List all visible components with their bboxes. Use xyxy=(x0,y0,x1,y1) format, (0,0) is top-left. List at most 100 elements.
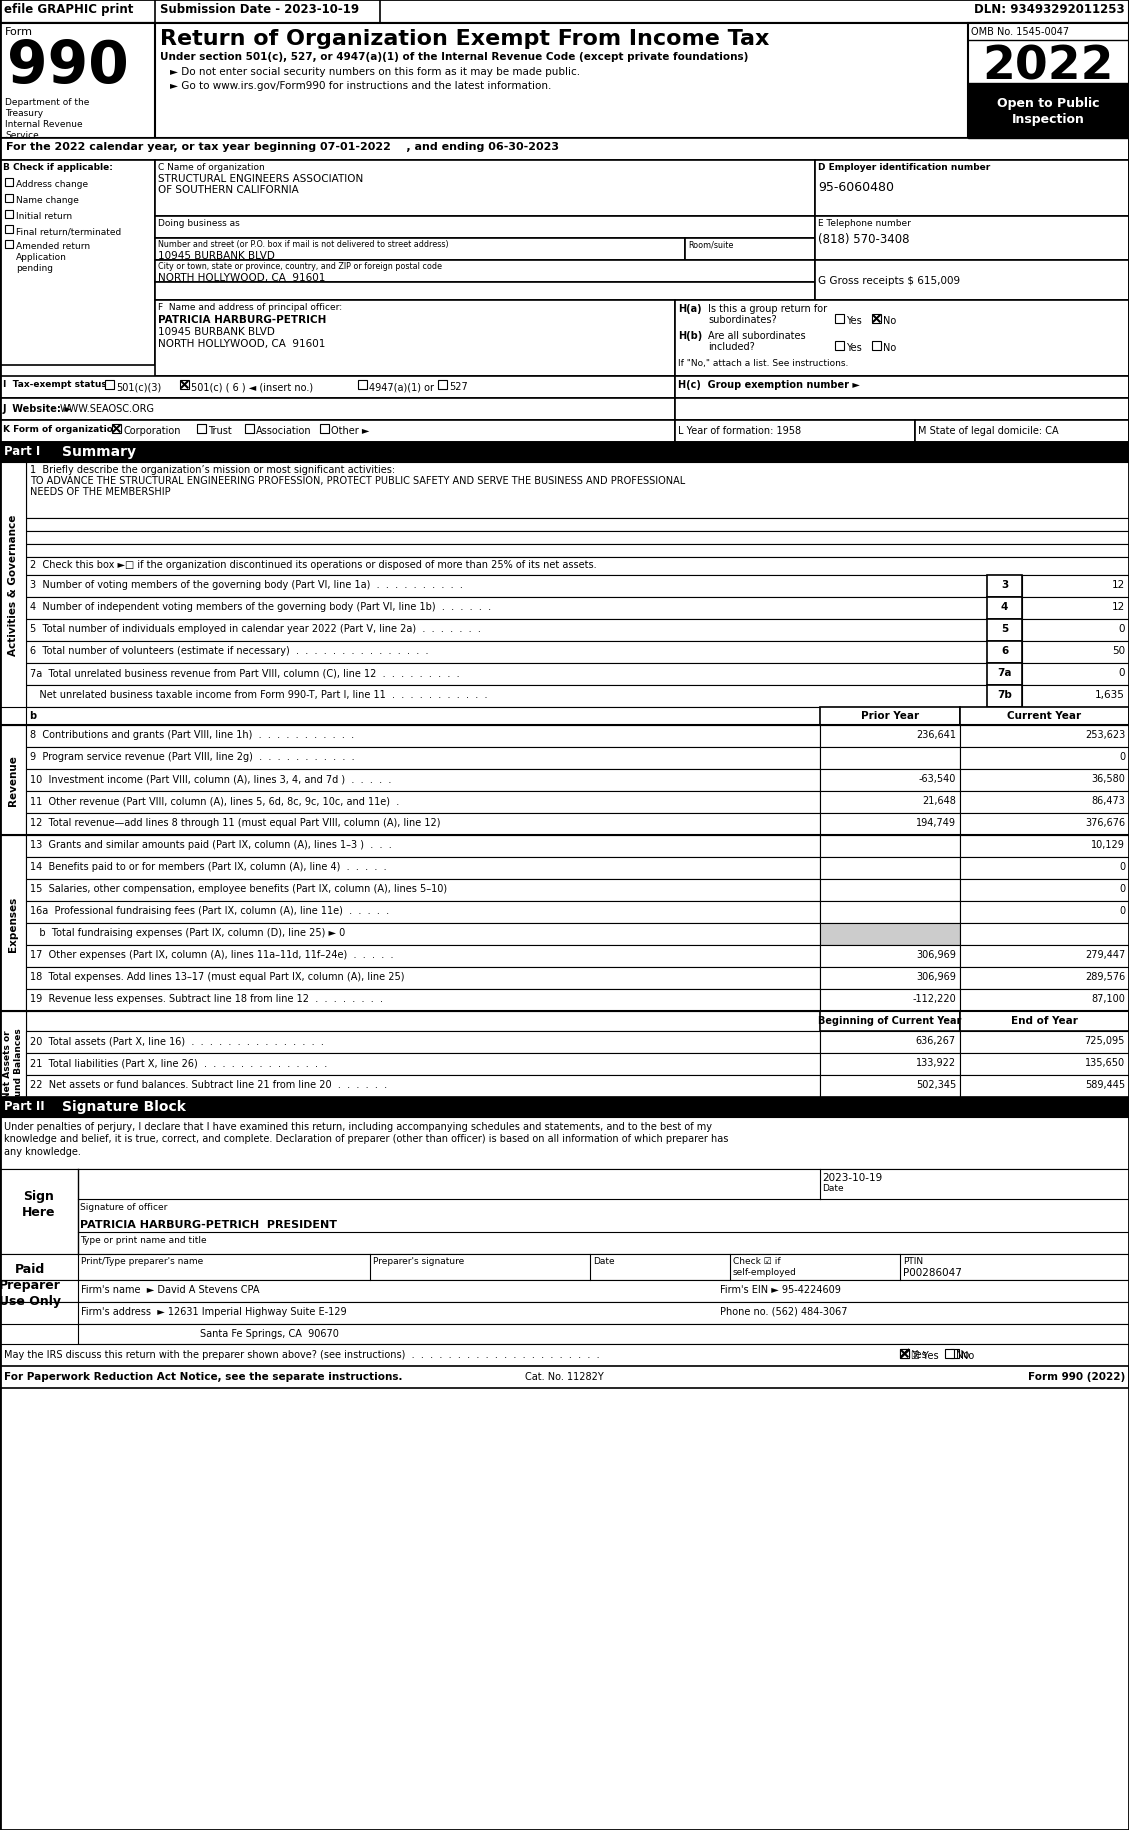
Text: Yes: Yes xyxy=(911,1349,927,1360)
Bar xyxy=(5,242,14,249)
Text: Firm's address  ► 12631 Imperial Highway Suite E-129: Firm's address ► 12631 Imperial Highway … xyxy=(81,1307,347,1316)
Bar xyxy=(987,664,1022,686)
Text: NORTH HOLLYWOOD, CA  91601: NORTH HOLLYWOOD, CA 91601 xyxy=(158,339,325,350)
Bar xyxy=(245,425,254,434)
Bar xyxy=(0,24,155,139)
Text: Print/Type preparer's name: Print/Type preparer's name xyxy=(81,1257,203,1265)
Bar xyxy=(26,620,987,642)
Bar xyxy=(1022,642,1129,664)
Bar xyxy=(155,284,815,300)
Text: OF SOUTHERN CALIFORNIA: OF SOUTHERN CALIFORNIA xyxy=(158,185,299,194)
Text: 501(c)(3): 501(c)(3) xyxy=(116,382,161,392)
Bar xyxy=(835,315,844,324)
Text: Prior Year: Prior Year xyxy=(861,710,919,721)
Text: WWW.SEAOSC.ORG: WWW.SEAOSC.ORG xyxy=(60,404,155,414)
Text: 10,129: 10,129 xyxy=(1091,840,1124,849)
Text: 8  Contributions and grants (Part VIII, line 1h)  .  .  .  .  .  .  .  .  .  .  : 8 Contributions and grants (Part VIII, l… xyxy=(30,730,355,739)
Bar xyxy=(1022,620,1129,642)
Text: 14  Benefits paid to or for members (Part IX, column (A), line 4)  .  .  .  .  .: 14 Benefits paid to or for members (Part… xyxy=(30,862,386,871)
Bar xyxy=(0,1118,1129,1169)
Bar xyxy=(26,1076,820,1098)
Text: 21  Total liabilities (Part X, line 26)  .  .  .  .  .  .  .  .  .  .  .  .  .  : 21 Total liabilities (Part X, line 26) .… xyxy=(30,1058,327,1067)
Bar xyxy=(26,924,820,946)
Text: Final return/terminated: Final return/terminated xyxy=(16,227,121,236)
Text: Part II: Part II xyxy=(5,1100,45,1113)
Text: Association: Association xyxy=(256,426,312,436)
Text: NORTH HOLLYWOOD, CA  91601: NORTH HOLLYWOOD, CA 91601 xyxy=(158,273,325,284)
Bar xyxy=(820,946,960,968)
Bar xyxy=(900,1349,909,1358)
Text: 2  Check this box ►□ if the organization discontinued its operations or disposed: 2 Check this box ►□ if the organization … xyxy=(30,560,596,569)
Bar xyxy=(155,300,675,377)
Text: Corporation: Corporation xyxy=(123,426,181,436)
Bar xyxy=(675,377,1129,399)
Text: 0: 0 xyxy=(1119,668,1124,677)
Bar xyxy=(26,880,820,902)
Text: 12  Total revenue—add lines 8 through 11 (must equal Part VIII, column (A), line: 12 Total revenue—add lines 8 through 11 … xyxy=(30,818,440,827)
Text: 2022: 2022 xyxy=(982,44,1113,90)
Bar xyxy=(872,342,881,351)
Bar xyxy=(26,968,820,990)
Text: 3  Number of voting members of the governing body (Part VI, line 1a)  .  .  .  .: 3 Number of voting members of the govern… xyxy=(30,580,463,589)
Bar xyxy=(820,727,960,748)
Text: No: No xyxy=(961,1351,974,1360)
Text: 19  Revenue less expenses. Subtract line 18 from line 12  .  .  .  .  .  .  .  .: 19 Revenue less expenses. Subtract line … xyxy=(30,994,383,1003)
Bar xyxy=(0,1012,26,1098)
Text: -112,220: -112,220 xyxy=(912,994,956,1003)
Bar xyxy=(0,24,1129,139)
Text: Firm's name  ► David A Stevens CPA: Firm's name ► David A Stevens CPA xyxy=(81,1285,260,1294)
Text: b: b xyxy=(29,710,36,721)
Bar xyxy=(26,576,987,598)
Bar xyxy=(0,139,1129,161)
Bar xyxy=(960,968,1129,990)
Bar xyxy=(815,161,1129,218)
Bar xyxy=(26,836,820,858)
Bar xyxy=(987,576,1022,598)
Text: 2023-10-19: 2023-10-19 xyxy=(822,1173,882,1182)
Bar xyxy=(0,377,675,399)
Bar xyxy=(820,902,960,924)
Bar xyxy=(26,1012,820,1032)
Text: Beginning of Current Year: Beginning of Current Year xyxy=(819,1016,962,1025)
Text: 86,473: 86,473 xyxy=(1091,796,1124,805)
Text: 4  Number of independent voting members of the governing body (Part VI, line 1b): 4 Number of independent voting members o… xyxy=(30,602,491,611)
Bar xyxy=(5,225,14,234)
Text: Part I: Part I xyxy=(5,445,41,458)
Text: 0: 0 xyxy=(1119,884,1124,893)
Text: Summary: Summary xyxy=(62,445,135,459)
Bar xyxy=(438,381,447,390)
Bar xyxy=(960,708,1129,727)
Text: 0: 0 xyxy=(1119,752,1124,761)
Bar xyxy=(960,770,1129,792)
Text: Preparer's signature: Preparer's signature xyxy=(373,1257,464,1265)
Bar xyxy=(960,880,1129,902)
Text: C Name of organization: C Name of organization xyxy=(158,163,264,172)
Bar xyxy=(820,836,960,858)
Text: PATRICIA HARBURG-PETRICH  PRESIDENT: PATRICIA HARBURG-PETRICH PRESIDENT xyxy=(80,1219,336,1230)
Text: For the 2022 calendar year, or tax year beginning 07-01-2022    , and ending 06-: For the 2022 calendar year, or tax year … xyxy=(6,143,559,152)
Bar xyxy=(820,708,960,727)
Text: Phone no. (562) 484-3067: Phone no. (562) 484-3067 xyxy=(720,1307,848,1316)
Bar xyxy=(155,218,815,240)
Bar xyxy=(26,770,820,792)
Text: ► Do not enter social security numbers on this form as it may be made public.: ► Do not enter social security numbers o… xyxy=(170,68,580,77)
Text: 6  Total number of volunteers (estimate if necessary)  .  .  .  .  .  .  .  .  .: 6 Total number of volunteers (estimate i… xyxy=(30,646,429,655)
Text: Amended return
Application
pending: Amended return Application pending xyxy=(16,242,90,273)
Text: Cat. No. 11282Y: Cat. No. 11282Y xyxy=(525,1371,603,1382)
Text: Submission Date - 2023-10-19: Submission Date - 2023-10-19 xyxy=(160,4,359,16)
Bar xyxy=(26,727,820,748)
Text: H(a): H(a) xyxy=(679,304,701,313)
Bar xyxy=(987,620,1022,642)
Bar xyxy=(960,727,1129,748)
Bar xyxy=(820,924,960,946)
Bar xyxy=(26,946,820,968)
Bar xyxy=(1022,686,1129,708)
Bar xyxy=(0,399,675,421)
Bar xyxy=(0,443,1129,463)
Text: 589,445: 589,445 xyxy=(1085,1080,1124,1089)
Text: efile GRAPHIC print: efile GRAPHIC print xyxy=(5,4,133,16)
Bar xyxy=(26,545,1129,558)
Text: 725,095: 725,095 xyxy=(1085,1036,1124,1045)
Bar xyxy=(0,463,26,708)
Bar xyxy=(960,924,1129,946)
